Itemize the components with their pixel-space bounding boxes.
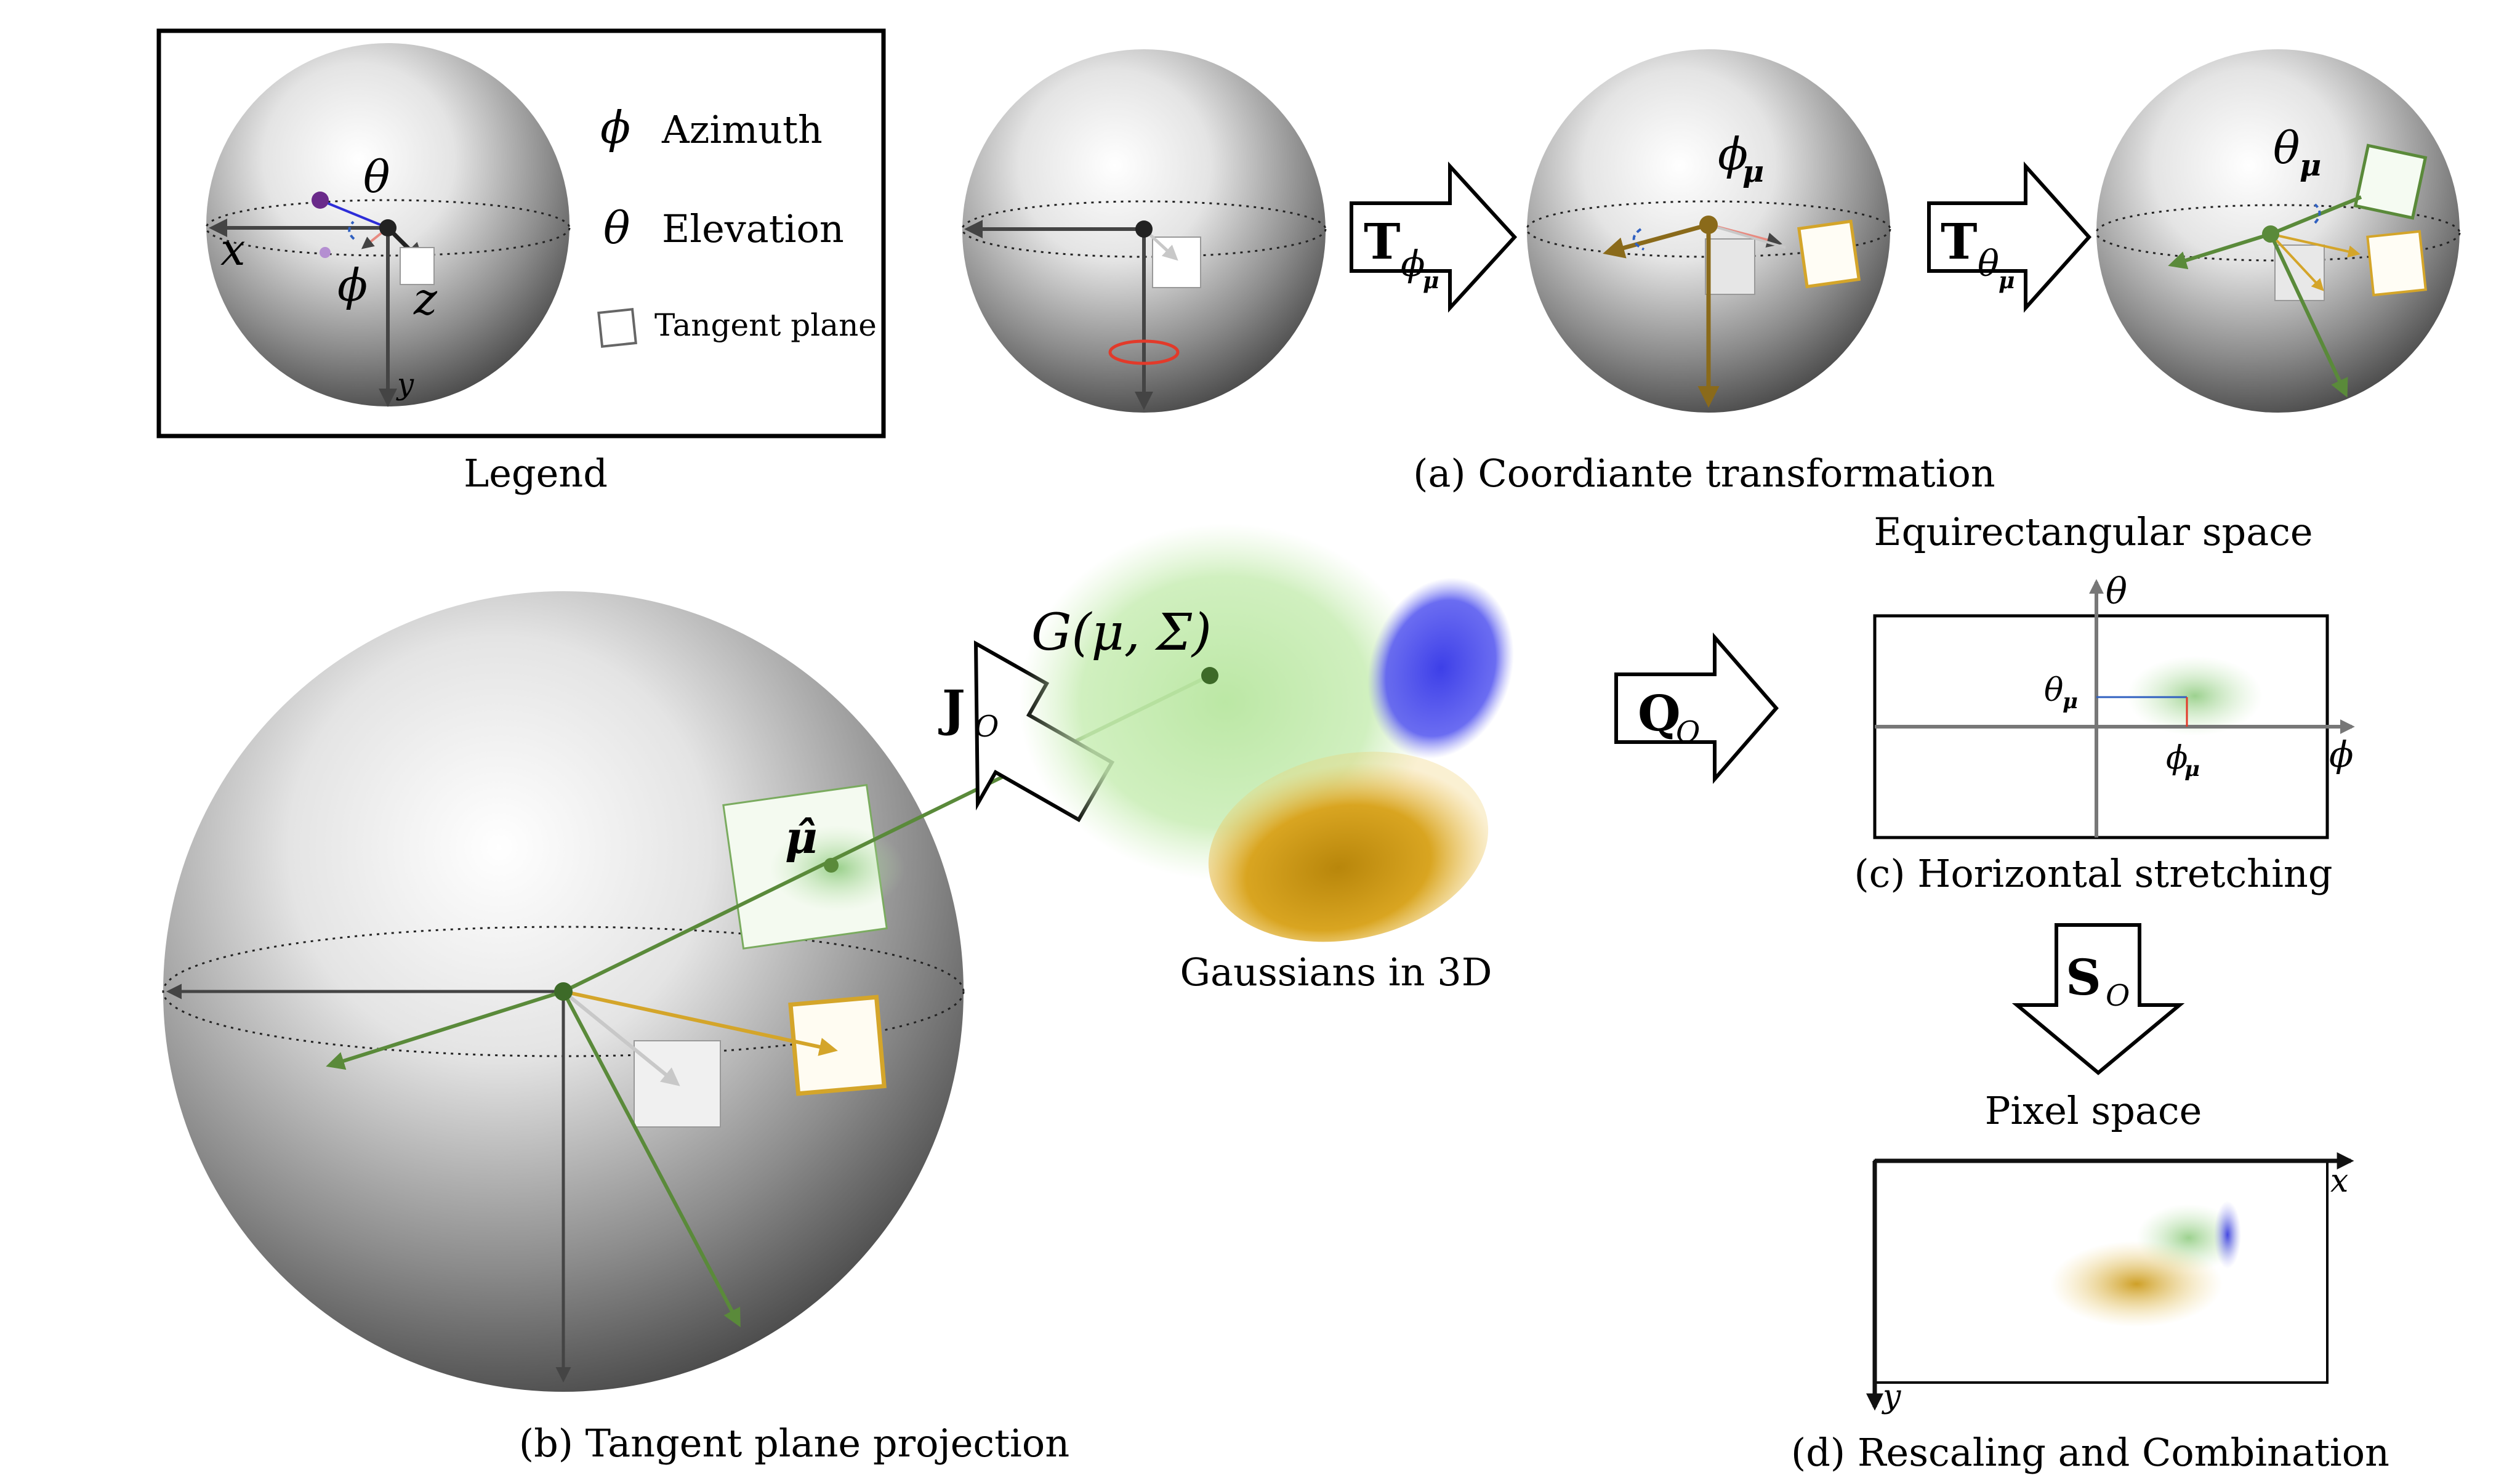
legend-sphere: θ ϕ x z y (205, 43, 571, 407)
legend-tangent-patch (400, 247, 435, 285)
pixel-y-label: y (1882, 1378, 1901, 1415)
panel-a: T ϕ μ ϕ μ T θ μ (961, 49, 2461, 413)
panel-a-sphere-3: θ μ (2095, 49, 2461, 413)
legend-frame (156, 28, 886, 438)
legend-x-label: x (220, 224, 246, 275)
legend-elevation-symbol: θ (603, 202, 630, 254)
gaussian-formula: G(μ, Σ) (1031, 604, 1212, 662)
svg-text:ϕ: ϕ (1401, 243, 1425, 285)
gaussians-3d: G(μ, Σ) (1019, 523, 1514, 942)
legend-center-point (379, 219, 397, 236)
svg-text:O: O (1676, 715, 1700, 749)
sphere-3-theta-mu: θ (2273, 122, 2300, 174)
gold-gaussian (1208, 751, 1489, 942)
legend-tangent-plane-label: Tangent plane (654, 307, 877, 343)
svg-text:O: O (975, 709, 999, 744)
svg-text:T: T (1941, 212, 1978, 270)
legend-purple-point (312, 192, 329, 209)
svg-text:J: J (938, 679, 965, 737)
svg-text:μ: μ (1999, 268, 2015, 294)
panel-a-sphere-1 (961, 49, 1327, 413)
equirect-phi-label: ϕ (2329, 733, 2354, 775)
panel-d-title: Pixel space (1985, 1088, 2202, 1133)
arrow-t-theta: T θ μ (1927, 161, 2092, 313)
arrow-q-o (1614, 632, 1779, 785)
svg-text:S: S (2066, 948, 2101, 1006)
rotation-indicator (1108, 339, 1180, 365)
gaussians-caption: Gaussians in 3D (1180, 950, 1492, 995)
arrow-s-o (2011, 923, 2185, 1075)
equirect-gaussian (2127, 656, 2263, 736)
pixel-gold-splat (2050, 1241, 2223, 1327)
panel-a-caption: (a) Coordiante transformation (1413, 451, 1995, 496)
legend-tangent-plane-icon (597, 308, 637, 348)
panel-c: Q O Equirectangular space θ ϕ θ μ ϕ μ (1614, 509, 2355, 839)
svg-text:O: O (2106, 979, 2130, 1013)
legend-theta-on-sphere: θ (363, 151, 390, 203)
svg-text:μ: μ (2300, 148, 2321, 183)
panel-b: μ̂ J O G(μ, Σ) Gaussians in 3D (162, 523, 1514, 1392)
panel-d: S O Pixel space x y (1866, 923, 2354, 1415)
legend-azimuth-label: Azimuth (661, 107, 823, 152)
svg-text:μ: μ (2063, 689, 2078, 714)
legend-equator (205, 199, 571, 257)
svg-text:T: T (1364, 212, 1401, 270)
sphere-2-phi-mu: ϕ (1718, 128, 1748, 180)
legend-z-label: z (413, 273, 438, 325)
panel-c-title: Equirectangular space (1874, 509, 2313, 554)
panel-a-sphere-2: ϕ μ (1526, 49, 1891, 413)
pixel-x-label: x (2330, 1163, 2348, 1200)
pixel-blue-splat (2214, 1201, 2241, 1269)
phi-mu-label: ϕ (2166, 740, 2188, 777)
legend-y-label: y (396, 367, 414, 402)
blue-gaussian (1367, 577, 1514, 759)
legend-phi-on-sphere: ϕ (337, 259, 368, 311)
panel-b-sphere: μ̂ (162, 591, 1211, 1392)
svg-text:μ: μ (1742, 155, 1764, 189)
svg-text:μ: μ (1423, 268, 1439, 294)
theta-mu-label: θ (2044, 672, 2063, 709)
panel-b-caption: (b) Tangent plane projection (519, 1421, 1069, 1466)
svg-text:μ: μ (2184, 757, 2200, 781)
panel-d-caption: (d) Rescaling and Combination (1791, 1430, 2389, 1475)
arrow-t-phi: T ϕ μ (1350, 161, 1518, 313)
panel-c-caption: (c) Horizontal stretching (1854, 851, 2332, 896)
legend-caption: Legend (464, 451, 608, 496)
svg-text:Q: Q (1638, 684, 1681, 742)
equirect-theta-label: θ (2106, 570, 2127, 612)
legend-azimuth-symbol: ϕ (600, 102, 630, 153)
svg-text:θ: θ (1978, 243, 1999, 285)
legend-elevation-label: Elevation (662, 206, 844, 251)
mu-hat-label: μ̂ (785, 811, 818, 863)
legend-panel: θ ϕ x z y ϕ Azimuth θ Elevation Tangent … (156, 28, 886, 438)
